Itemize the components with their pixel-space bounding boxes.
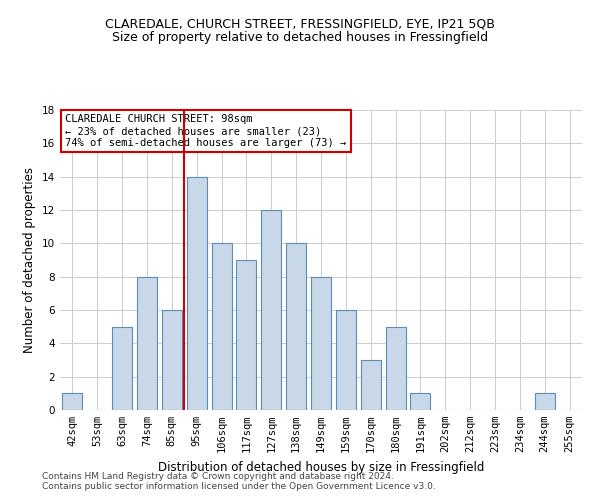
Y-axis label: Number of detached properties: Number of detached properties [23,167,37,353]
Text: Contains public sector information licensed under the Open Government Licence v3: Contains public sector information licen… [42,482,436,491]
Bar [386,326,406,410]
Bar [361,360,380,410]
Bar [311,276,331,410]
Bar [212,244,232,410]
Text: CLAREDALE CHURCH STREET: 98sqm
← 23% of detached houses are smaller (23)
74% of : CLAREDALE CHURCH STREET: 98sqm ← 23% of … [65,114,346,148]
X-axis label: Distribution of detached houses by size in Fressingfield: Distribution of detached houses by size … [158,460,484,473]
Bar [137,276,157,410]
Bar [286,244,306,410]
Bar [236,260,256,410]
Text: CLAREDALE, CHURCH STREET, FRESSINGFIELD, EYE, IP21 5QB: CLAREDALE, CHURCH STREET, FRESSINGFIELD,… [105,18,495,30]
Bar [187,176,206,410]
Bar [336,310,356,410]
Text: Contains HM Land Registry data © Crown copyright and database right 2024.: Contains HM Land Registry data © Crown c… [42,472,394,481]
Bar [535,394,554,410]
Bar [410,394,430,410]
Text: Size of property relative to detached houses in Fressingfield: Size of property relative to detached ho… [112,31,488,44]
Bar [62,394,82,410]
Bar [162,310,182,410]
Bar [112,326,132,410]
Bar [262,210,281,410]
